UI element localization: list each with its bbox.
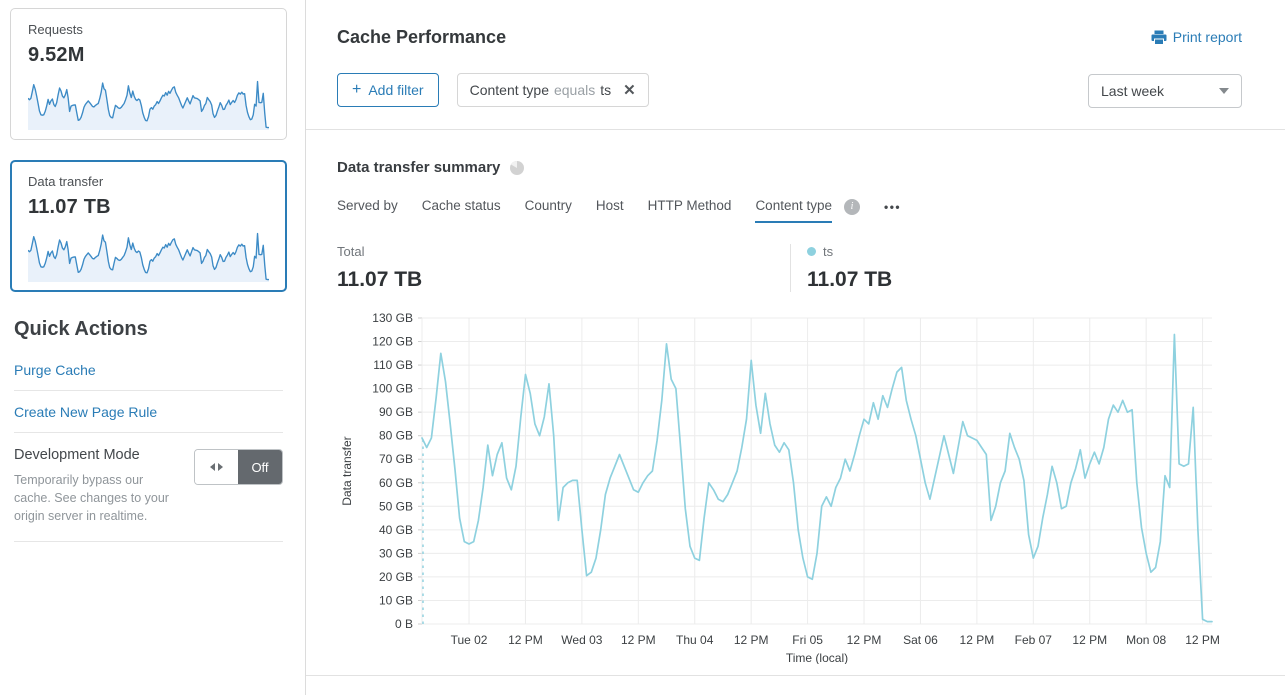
summary-title-row: Data transfer summary xyxy=(337,159,1242,176)
printer-icon xyxy=(1151,30,1167,45)
development-mode-row: Development Mode Temporarily bypass our … xyxy=(14,433,283,543)
svg-text:12 PM: 12 PM xyxy=(621,633,656,647)
pie-chart-icon[interactable] xyxy=(509,160,525,176)
section-bottom-divider xyxy=(306,675,1285,676)
dimension-tabs: Served by Cache status Country Host HTTP… xyxy=(337,198,1242,223)
total-block: Total 11.07 TB xyxy=(337,244,790,292)
plus-icon: + xyxy=(352,81,362,98)
tab-http-method[interactable]: HTTP Method xyxy=(647,198,732,213)
tab-cache-status[interactable]: Cache status xyxy=(421,198,501,213)
info-icon[interactable]: i xyxy=(844,198,860,215)
svg-text:12 PM: 12 PM xyxy=(847,633,882,647)
toggle-arrows-icon xyxy=(195,450,238,484)
series-legend-block[interactable]: ts 11.07 TB xyxy=(791,244,892,292)
purge-cache-link[interactable]: Purge Cache xyxy=(14,349,283,391)
svg-text:Tue 02: Tue 02 xyxy=(451,633,488,647)
svg-text:Wed 03: Wed 03 xyxy=(561,633,602,647)
svg-text:Thu 04: Thu 04 xyxy=(676,633,714,647)
svg-text:Fri 05: Fri 05 xyxy=(792,633,823,647)
print-report-label: Print report xyxy=(1172,29,1242,45)
totals-row: Total 11.07 TB ts 11.07 TB xyxy=(337,244,1242,292)
tab-country[interactable]: Country xyxy=(524,198,572,213)
svg-text:Data transfer: Data transfer xyxy=(340,436,354,505)
svg-text:60 GB: 60 GB xyxy=(379,476,413,490)
page-header: Cache Performance Print report xyxy=(337,27,1242,48)
svg-text:12 PM: 12 PM xyxy=(1185,633,1220,647)
svg-text:100 GB: 100 GB xyxy=(372,382,413,396)
ts-legend-dot-icon xyxy=(807,247,816,256)
tab-served-by[interactable]: Served by xyxy=(337,198,398,213)
quick-actions-title: Quick Actions xyxy=(14,318,148,340)
chevron-down-icon xyxy=(1219,88,1229,94)
data-transfer-card-label: Data transfer xyxy=(28,174,104,189)
summary-title: Data transfer summary xyxy=(337,159,501,176)
development-mode-text: Development Mode Temporarily bypass our … xyxy=(14,447,172,525)
svg-text:10 GB: 10 GB xyxy=(379,593,413,607)
filter-chip-value: ts xyxy=(600,82,612,98)
total-label: Total xyxy=(337,244,365,259)
filter-bar: + Add filter Content type equals ts ✕ xyxy=(337,73,1242,107)
svg-text:12 PM: 12 PM xyxy=(734,633,769,647)
requests-sparkline-chart xyxy=(28,80,269,130)
svg-text:Mon 08: Mon 08 xyxy=(1126,633,1166,647)
totals-divider xyxy=(790,244,791,292)
analytics-sidebar: Requests 9.52M Data transfer 11.07 TB Qu… xyxy=(0,0,306,695)
filter-chip-close-icon[interactable]: ✕ xyxy=(623,82,636,99)
ts-legend-value: 11.07 TB xyxy=(807,268,893,291)
ts-legend-label: ts xyxy=(823,244,834,259)
print-report-link[interactable]: Print report xyxy=(1151,29,1242,45)
create-page-rule-link[interactable]: Create New Page Rule xyxy=(14,391,283,433)
filter-chip-field: Content type xyxy=(469,82,549,98)
chart-wrap: 0 B 10 GB 20 GB 30 GB 40 GB 50 GB 60 GB 70 GB 80… xyxy=(337,304,1242,669)
header-divider xyxy=(306,129,1285,130)
svg-text:0 B: 0 B xyxy=(395,617,413,631)
filter-chip-content-type: Content type equals ts ✕ xyxy=(456,73,649,107)
svg-text:20 GB: 20 GB xyxy=(379,570,413,584)
main-content: Cache Performance Print report + Add fil… xyxy=(306,0,1285,695)
time-range-value: Last week xyxy=(1101,83,1165,99)
data-transfer-metric-card[interactable]: Data transfer 11.07 TB xyxy=(10,160,287,292)
requests-metric-card[interactable]: Requests 9.52M xyxy=(10,8,287,140)
development-mode-title: Development Mode xyxy=(14,447,140,463)
total-value: 11.07 TB xyxy=(337,268,423,291)
svg-text:40 GB: 40 GB xyxy=(379,523,413,537)
quick-actions-section: Quick Actions Purge Cache Create New Pag… xyxy=(10,318,287,543)
more-tabs-ellipsis-icon[interactable]: ••• xyxy=(884,199,902,214)
svg-text:Time (local): Time (local) xyxy=(786,651,848,664)
development-mode-toggle[interactable]: Off xyxy=(194,449,283,485)
svg-text:Feb 07: Feb 07 xyxy=(1015,633,1053,647)
svg-text:70 GB: 70 GB xyxy=(379,452,413,466)
svg-text:80 GB: 80 GB xyxy=(379,429,413,443)
requests-card-label: Requests xyxy=(28,22,83,37)
svg-text:90 GB: 90 GB xyxy=(379,405,413,419)
filter-chip-operator: equals xyxy=(553,82,596,98)
svg-text:110 GB: 110 GB xyxy=(373,358,413,372)
svg-text:Sat 06: Sat 06 xyxy=(903,633,938,647)
svg-text:12 PM: 12 PM xyxy=(508,633,543,647)
time-range-select[interactable]: Last week xyxy=(1088,74,1242,108)
toggle-state-label: Off xyxy=(238,450,282,484)
data-transfer-card-value: 11.07 TB xyxy=(28,196,111,218)
development-mode-description: Temporarily bypass our cache. See change… xyxy=(14,473,169,524)
svg-text:120 GB: 120 GB xyxy=(372,335,413,349)
svg-text:130 GB: 130 GB xyxy=(372,311,413,325)
svg-text:50 GB: 50 GB xyxy=(379,499,413,513)
tab-content-type[interactable]: Content type xyxy=(755,198,832,223)
data-transfer-sparkline-chart xyxy=(28,232,269,282)
add-filter-button[interactable]: + Add filter xyxy=(337,73,439,107)
data-transfer-time-series-chart: 0 B 10 GB 20 GB 30 GB 40 GB 50 GB 60 GB 70 GB 80… xyxy=(340,311,1220,665)
svg-text:30 GB: 30 GB xyxy=(379,546,413,560)
tab-host[interactable]: Host xyxy=(595,198,624,213)
svg-text:12 PM: 12 PM xyxy=(1072,633,1107,647)
add-filter-label: Add filter xyxy=(368,82,424,98)
requests-card-value: 9.52M xyxy=(28,44,85,66)
svg-text:12 PM: 12 PM xyxy=(960,633,995,647)
page-title: Cache Performance xyxy=(337,27,507,47)
